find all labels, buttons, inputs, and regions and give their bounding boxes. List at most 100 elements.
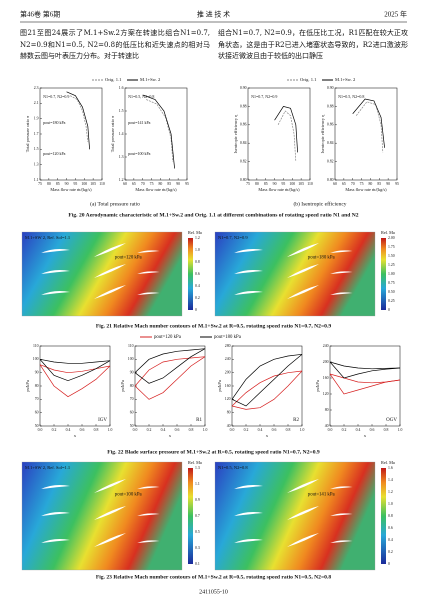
body-left: 图21至图24展示了M.1+Sw.2方案在转速比组合N1=0.7, N2=0.9… — [20, 29, 210, 60]
blade — [137, 486, 160, 489]
x-tick-label: 1.0 — [203, 428, 208, 432]
y-axis-label: Total pressure ratio π — [110, 115, 115, 152]
contour-label: M.1+SW 2, Ref. Sol=1.1 — [25, 235, 70, 241]
plot-frame — [124, 87, 188, 181]
colorbar-tick: 0.5 — [195, 530, 200, 534]
blade — [94, 243, 126, 257]
colorbar-tick: 0.2 — [388, 550, 393, 554]
x-axis-label: x — [364, 433, 367, 438]
colorbar-tick: 1.00 — [388, 272, 395, 276]
x-tick-label: 65 — [132, 182, 136, 186]
data-line — [277, 110, 297, 162]
x-tick-label: 110 — [99, 182, 105, 186]
y-tick-label: 0.88 — [240, 104, 247, 108]
blade — [234, 270, 263, 274]
legend-b-1: M.1+Sw. 2 — [335, 77, 356, 82]
data-line — [329, 361, 401, 379]
x-tick-label: 0.8 — [189, 428, 194, 432]
body-right: 组合N1=0.7, N2=0.9，在低压比工况，R1匹配在较大正攻角状态，这是由… — [218, 29, 408, 60]
x-tick-label: 0.2 — [342, 428, 347, 432]
y-tick-label: 40 — [325, 424, 329, 428]
colorbar-title: Rel. Ma — [381, 230, 395, 235]
colorbar-tick: 0.1 — [195, 562, 200, 566]
x-tick-label: 90 — [273, 182, 277, 186]
x-tick-label: 0.4 — [66, 428, 71, 432]
x-tick-label: 1.0 — [398, 428, 403, 432]
blade — [234, 512, 263, 516]
colorbar-tick: 0.25 — [388, 299, 395, 303]
plot-frame — [334, 87, 398, 181]
plot-note: pout=120 kPa — [43, 151, 66, 156]
contour-label: N1=0.5, N2=0.8 — [218, 465, 248, 471]
outlet-pressure: pout=180 kPa — [308, 255, 336, 260]
data-line — [231, 354, 303, 407]
colorbar-tick: 0.8 — [388, 514, 393, 518]
fig22-legend-0: pout=120 kPa — [154, 335, 182, 340]
y-tick-label: 70 — [35, 397, 39, 401]
y-tick-label: 160 — [225, 384, 231, 388]
data-line — [352, 98, 385, 148]
y-tick-label: 80 — [325, 408, 329, 412]
colorbar-tick: 1.2 — [195, 236, 200, 240]
colorbar-tick: 1.2 — [388, 490, 393, 494]
data-line — [39, 358, 111, 364]
fig23-caption: Fig. 23 Relative Mach number contours of… — [96, 574, 332, 580]
panel-label: OGV — [386, 418, 397, 423]
colorbar-tick: 0.4 — [195, 284, 200, 288]
y-tick-label: 0.84 — [240, 141, 247, 145]
x-tick-label: 0.0 — [133, 428, 138, 432]
blade — [41, 291, 70, 295]
y-tick-label: 0.90 — [240, 86, 247, 90]
blade — [287, 479, 319, 493]
x-tick-label: 0.0 — [230, 428, 235, 432]
y-tick-label: 0.82 — [327, 159, 334, 163]
blade — [234, 291, 263, 295]
legend-a-0: Orig. 1.1 — [105, 77, 122, 82]
y-tick-label: 100 — [33, 357, 39, 361]
y-tick-label: 1.5 — [119, 109, 124, 113]
blade — [137, 250, 160, 253]
plot-note: pout=100 kPa — [128, 151, 151, 156]
blade — [41, 249, 70, 253]
subcaption-a: (a) Total pressure ratio — [90, 200, 140, 207]
header-left: 第46卷 第6期 — [20, 10, 60, 19]
blade — [330, 513, 353, 516]
plot-note: pout=180 kPa — [43, 120, 66, 125]
blade — [330, 271, 353, 274]
y-tick-label: 0.80 — [327, 178, 334, 182]
x-tick-label: 90 — [65, 182, 69, 186]
colorbar-tick: 0.6 — [195, 272, 200, 276]
y-tick-label: 70 — [130, 397, 134, 401]
blade — [287, 264, 319, 278]
blade — [137, 292, 160, 295]
colorbar — [188, 468, 193, 564]
x-tick-label: 105 — [298, 182, 304, 186]
colorbar-tick: 1.6 — [388, 466, 393, 470]
y-tick-label: 80 — [227, 411, 231, 415]
plot-frame — [39, 345, 111, 427]
x-axis-label: Mass flow rate ṁ/(kg/s) — [345, 187, 387, 192]
y-tick-label: 160 — [323, 376, 329, 380]
x-tick-label: 0.4 — [161, 428, 166, 432]
colorbar-tick: 1.25 — [388, 263, 395, 267]
x-tick-label: 105 — [90, 182, 96, 186]
x-tick-label: 0.2 — [52, 428, 57, 432]
x-tick-label: 80 — [47, 182, 51, 186]
header-right: 2025 年 — [384, 10, 407, 19]
y-axis-label: ps/kPa — [315, 380, 320, 392]
x-tick-label: 0.8 — [286, 428, 291, 432]
colorbar-tick: 0 — [388, 308, 390, 312]
blade — [234, 249, 263, 253]
data-line — [231, 353, 303, 400]
blade — [94, 533, 126, 547]
x-axis-label: Mass flow rate ṁ/(kg/s) — [135, 187, 177, 192]
colorbar-tick: 0.6 — [388, 526, 393, 530]
blade — [330, 486, 353, 489]
x-axis-label: x — [169, 433, 172, 438]
x-tick-label: 75 — [360, 182, 364, 186]
x-tick-label: 70 — [141, 182, 145, 186]
blade — [41, 512, 70, 516]
y-tick-label: 240 — [323, 344, 329, 348]
blade — [94, 479, 126, 493]
blade — [94, 264, 126, 278]
